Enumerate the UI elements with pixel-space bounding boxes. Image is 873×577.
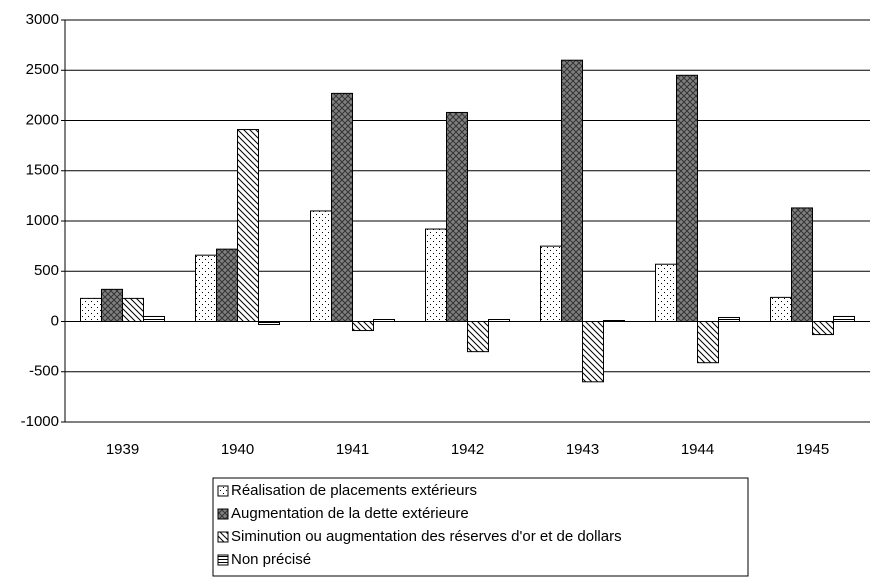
bar [467, 321, 489, 353]
x-tick-label: 1943 [566, 441, 599, 458]
legend-label: Siminution ou augmentation des réserves … [231, 528, 622, 545]
y-tick-label: 0 [51, 312, 59, 329]
bar [425, 228, 447, 322]
bar [718, 316, 740, 323]
bar [216, 248, 238, 322]
bar [655, 263, 677, 322]
bar [488, 318, 510, 322]
legend-swatch [217, 485, 229, 497]
bar [143, 315, 165, 323]
y-tick-label: 3000 [26, 11, 59, 28]
x-tick-label: 1944 [681, 441, 714, 458]
bar [446, 111, 468, 322]
x-tick-label: 1941 [336, 441, 369, 458]
bar [101, 288, 123, 322]
bar [770, 296, 792, 323]
legend-label: Augmentation de la dette extérieure [231, 505, 469, 522]
bar [676, 74, 698, 323]
y-tick-label: 2000 [26, 111, 59, 128]
bar [697, 321, 719, 364]
bar [195, 254, 217, 322]
y-tick-label: -1000 [21, 413, 59, 430]
y-tick-label: 2500 [26, 61, 59, 78]
bar [352, 321, 374, 332]
legend-label: Non précisé [231, 551, 311, 568]
legend-label: Réalisation de placements extérieurs [231, 482, 477, 499]
x-tick-label: 1939 [106, 441, 139, 458]
bar [373, 318, 395, 322]
x-tick-label: 1942 [451, 441, 484, 458]
y-tick-label: 1000 [26, 212, 59, 229]
y-tick-label: -500 [29, 363, 59, 380]
bar [582, 321, 604, 383]
bar [791, 207, 813, 322]
bar [310, 210, 332, 322]
bar [80, 297, 102, 323]
bar [603, 319, 625, 322]
bar [122, 297, 144, 323]
bar [331, 92, 353, 322]
bar [812, 321, 834, 336]
y-tick-label: 500 [34, 262, 59, 279]
legend-swatch [217, 531, 229, 543]
legend-swatch [217, 554, 229, 566]
x-tick-label: 1945 [796, 441, 829, 458]
bar [258, 321, 280, 326]
legend-box [212, 477, 749, 577]
x-tick-label: 1940 [221, 441, 254, 458]
legend-swatch [217, 508, 229, 520]
y-tick-label: 1500 [26, 162, 59, 179]
bar [833, 315, 855, 323]
bar [540, 245, 562, 322]
bar [237, 129, 259, 322]
bar [561, 59, 583, 322]
